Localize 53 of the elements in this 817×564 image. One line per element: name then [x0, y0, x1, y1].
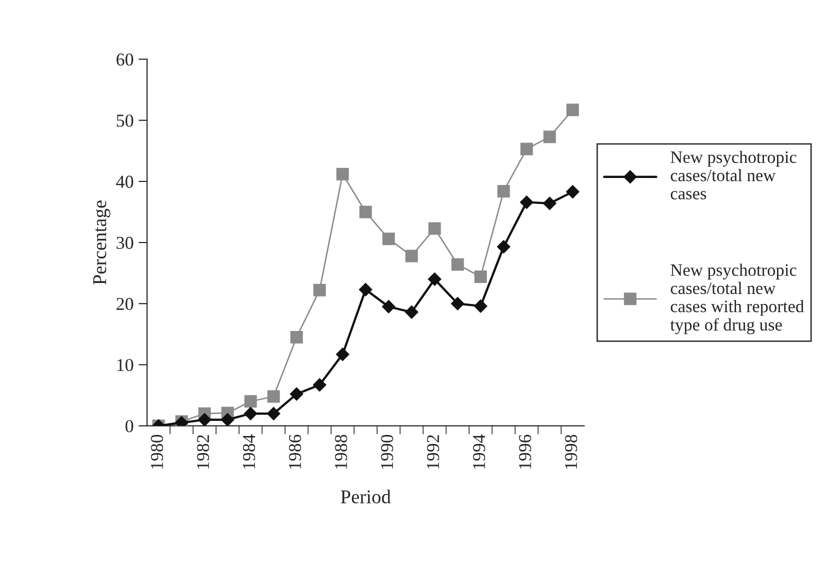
x-tick-label: 1980 [150, 434, 164, 469]
point [220, 413, 234, 426]
point [244, 407, 258, 420]
point [520, 196, 534, 209]
point [497, 240, 510, 254]
y-tick-label: 10 [117, 358, 134, 372]
x-axis-title: Period [340, 490, 391, 504]
point [543, 196, 556, 210]
point [474, 270, 487, 283]
point [405, 306, 418, 319]
point [290, 387, 304, 401]
x-tick-label: 1990 [380, 434, 394, 469]
point [359, 206, 372, 218]
point [336, 348, 350, 361]
point [382, 300, 396, 314]
point [497, 184, 510, 198]
point [359, 282, 372, 296]
point [267, 390, 280, 403]
x-tick-label: 1982 [196, 435, 210, 469]
y-tick-label: 30 [116, 236, 134, 249]
point [520, 142, 533, 156]
legend-label: New psychotropic cases/total new cases [670, 150, 796, 200]
x-tick-label: 1998 [564, 434, 578, 469]
point [198, 413, 212, 426]
point [566, 104, 579, 116]
point [244, 395, 257, 408]
y-tick-label: 60 [116, 53, 134, 66]
x-tick-label: 1992 [427, 435, 440, 469]
point [543, 130, 556, 144]
x-tick-label: 1988 [334, 434, 348, 469]
y-tick-label: 0 [126, 420, 134, 432]
point [313, 284, 326, 296]
y-tick-label: 50 [116, 114, 134, 127]
point [428, 222, 441, 235]
point [382, 232, 395, 246]
point [267, 407, 280, 420]
point [566, 185, 580, 198]
point [405, 250, 418, 262]
y-axis-title: Percentage [93, 200, 110, 285]
x-tick-label: 1984 [242, 434, 256, 469]
x-tick-label: 1986 [288, 434, 302, 469]
y-tick-label: 40 [116, 176, 134, 188]
point [451, 258, 464, 271]
point [474, 299, 488, 313]
point [336, 168, 349, 180]
point [451, 297, 464, 310]
point [313, 378, 326, 392]
point [428, 272, 442, 286]
point [290, 330, 303, 344]
y-tick-label: 20 [116, 298, 134, 310]
legend-label: New psychotropic cases/total new cases with reported type of drug use [670, 264, 804, 334]
x-tick-label: 1994 [473, 434, 486, 469]
x-tick-label: 1996 [519, 434, 532, 469]
